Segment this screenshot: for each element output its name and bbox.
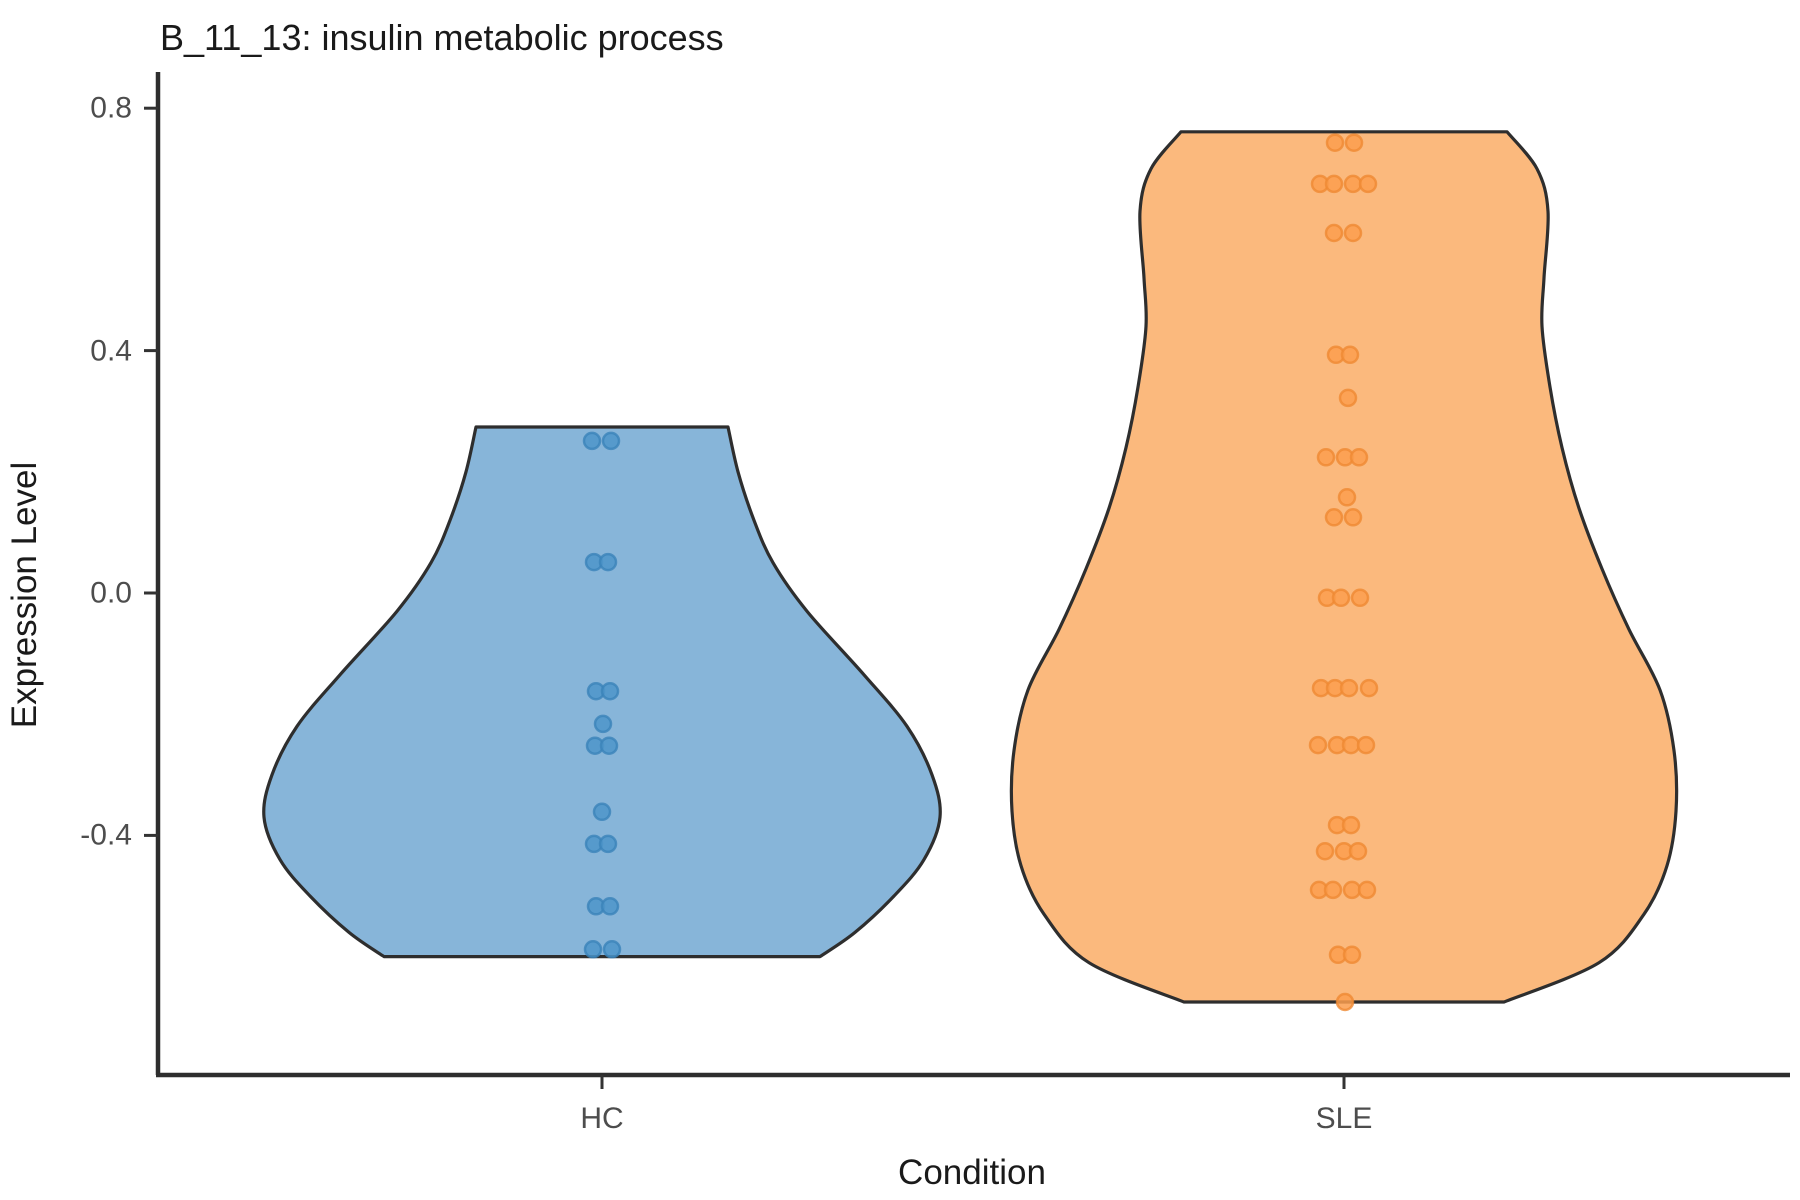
data-point [1356, 735, 1376, 755]
data-point [1343, 223, 1363, 243]
x-tick-label-hc: HC [580, 1102, 623, 1135]
data-point [1324, 174, 1344, 194]
data-point [1335, 992, 1355, 1012]
data-point [1340, 345, 1360, 365]
data-point [1342, 880, 1362, 900]
y-tick-label-0.0: 0.0 [90, 577, 132, 610]
plot-title: B_11_13: insulin metabolic process [160, 17, 724, 58]
points-hc [582, 431, 622, 959]
data-point [592, 802, 612, 822]
data-point [1341, 735, 1361, 755]
points-sle [1308, 133, 1379, 1012]
data-point [1324, 223, 1344, 243]
data-point [1344, 133, 1364, 152]
y-axis-title: Expression Level [5, 462, 44, 729]
data-point [1348, 841, 1368, 861]
data-point [582, 431, 602, 451]
data-point [598, 834, 618, 854]
data-point [1323, 880, 1343, 900]
data-point [1339, 678, 1359, 698]
data-point [1349, 448, 1369, 467]
data-point [1359, 678, 1379, 698]
data-point [1350, 588, 1370, 608]
data-point [1316, 448, 1336, 467]
y-tick-label-neg0.4: -0.4 [80, 819, 132, 852]
data-point [1325, 133, 1345, 152]
data-point [1358, 174, 1378, 194]
data-point [1341, 815, 1361, 835]
data-point [1315, 841, 1335, 861]
tick-layer [144, 106, 1346, 1089]
data-point [598, 552, 618, 572]
data-point [1338, 388, 1358, 408]
data-point [601, 431, 621, 451]
data-point [1342, 945, 1362, 965]
data-point [1337, 488, 1357, 507]
data-point [593, 714, 613, 734]
data-point [599, 736, 619, 755]
data-point [1324, 508, 1344, 527]
data-point [1357, 880, 1377, 900]
data-point [602, 940, 622, 959]
data-point [1331, 588, 1351, 608]
data-point [600, 681, 620, 701]
violin-layer [262, 130, 1679, 1012]
data-point [600, 897, 620, 916]
data-point [1308, 735, 1328, 755]
data-point [583, 940, 603, 959]
x-tick-label-sle: SLE [1316, 1102, 1373, 1135]
y-tick-label-0.4: 0.4 [90, 335, 132, 368]
x-axis-title: Condition [898, 1153, 1046, 1192]
data-point [1343, 174, 1363, 194]
data-point [1343, 508, 1363, 527]
y-tick-label-0.8: 0.8 [90, 92, 132, 125]
violin-sle [1009, 130, 1679, 1004]
